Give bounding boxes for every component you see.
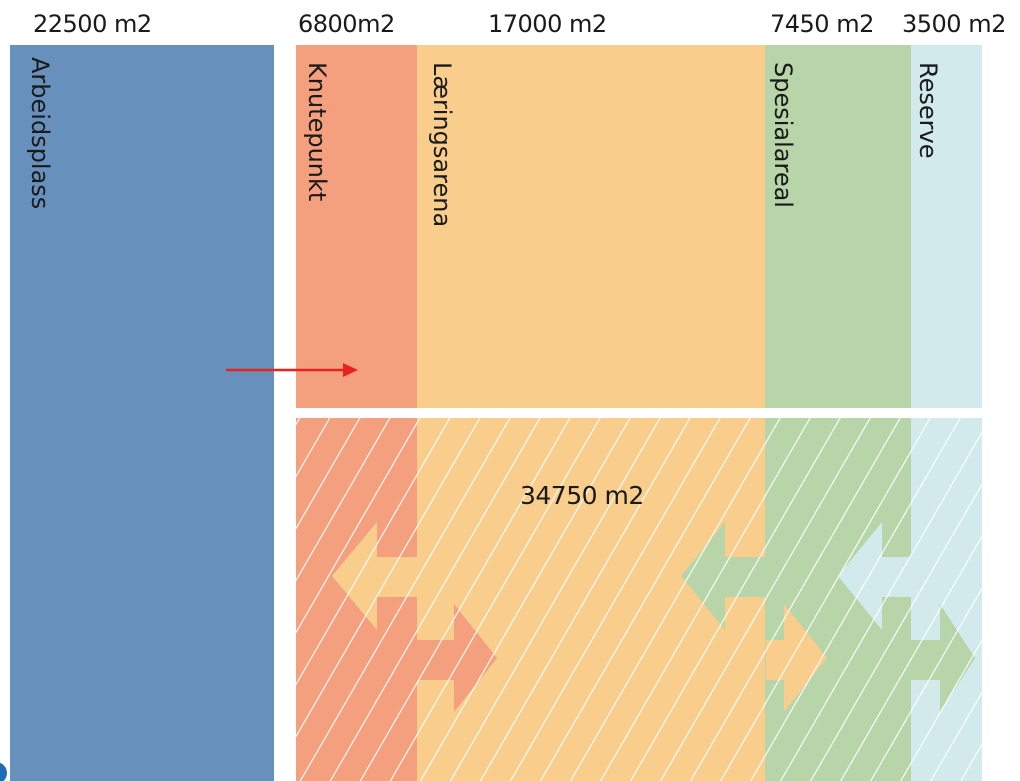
- laeringsarena-zone: [417, 45, 765, 408]
- corner-marker: [0, 762, 7, 781]
- knutepunkt-label: Knutepunkt: [303, 62, 331, 201]
- reserve-size: 3500 m2: [902, 10, 1006, 38]
- laeringsarena-size: 17000 m2: [488, 10, 607, 38]
- shared-area-zone: [296, 418, 982, 781]
- arbeidsplass-label: Arbeidsplass: [26, 57, 54, 209]
- shared-area-total: 34750 m2: [520, 481, 644, 510]
- knutepunkt-size: 6800m2: [298, 10, 395, 38]
- laeringsarena-label: Læringsarena: [428, 62, 456, 227]
- knutepunkt-zone: [296, 45, 417, 408]
- spesialareal-label: Spesialareal: [769, 62, 797, 208]
- reserve-label: Reserve: [914, 62, 942, 158]
- spesialareal-size: 7450 m2: [770, 10, 874, 38]
- hatch-overlay: [296, 418, 982, 781]
- reserve-zone: [911, 45, 982, 408]
- arbeidsplass-column: [10, 45, 274, 781]
- arrow-right-icon: [226, 363, 358, 377]
- arbeidsplass-size: 22500 m2: [33, 10, 152, 38]
- spesialareal-zone: [765, 45, 911, 408]
